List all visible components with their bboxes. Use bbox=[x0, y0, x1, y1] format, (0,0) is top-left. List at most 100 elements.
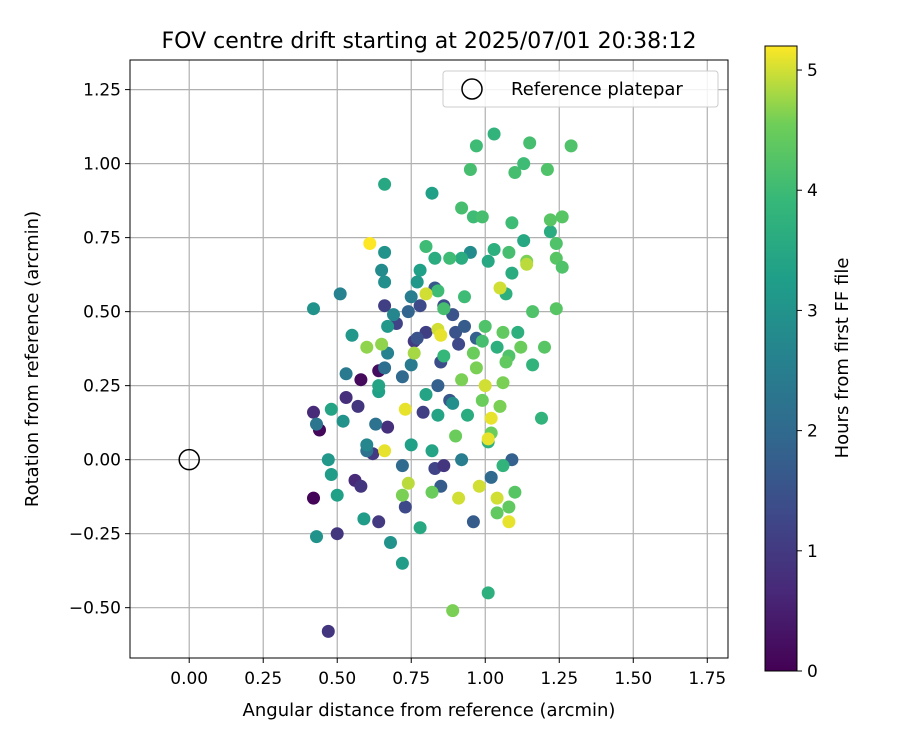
data-point bbox=[466, 515, 480, 529]
plot-frame bbox=[129, 59, 729, 659]
data-point bbox=[493, 281, 507, 295]
data-point bbox=[443, 251, 457, 265]
data-point bbox=[401, 476, 415, 490]
data-point bbox=[517, 157, 531, 171]
data-point bbox=[398, 402, 412, 416]
data-point bbox=[437, 349, 451, 363]
data-point bbox=[425, 444, 439, 458]
data-point bbox=[475, 334, 489, 348]
colorbar-tick-label: 5 bbox=[807, 61, 818, 81]
data-point bbox=[490, 506, 504, 520]
x-tick-label: 1.25 bbox=[540, 669, 578, 689]
data-point bbox=[455, 201, 469, 215]
data-point bbox=[463, 163, 477, 176]
data-point bbox=[398, 500, 412, 514]
colorbar-ticks: 0 1 2 3 4 5 bbox=[797, 61, 818, 682]
x-tick-label: 0.00 bbox=[170, 669, 208, 689]
data-point bbox=[478, 319, 492, 333]
data-point bbox=[354, 373, 368, 387]
x-tick-label: 1.75 bbox=[688, 669, 726, 689]
data-point bbox=[555, 260, 569, 274]
data-point bbox=[375, 263, 389, 277]
data-point bbox=[461, 408, 474, 422]
data-point bbox=[505, 216, 519, 230]
data-point bbox=[330, 488, 344, 502]
y-axis-ticks: −0.50 −0.25 0.00 0.25 0.50 0.75 1.00 1.25 bbox=[69, 81, 130, 619]
data-point bbox=[395, 459, 409, 473]
legend-box bbox=[442, 70, 719, 108]
y-tick-label: 1.25 bbox=[83, 81, 121, 101]
data-point bbox=[413, 521, 427, 535]
data-point bbox=[310, 530, 323, 544]
data-point bbox=[307, 491, 320, 505]
data-point bbox=[526, 305, 540, 319]
legend-marker bbox=[461, 78, 483, 100]
data-point bbox=[472, 479, 486, 493]
data-point bbox=[523, 136, 537, 150]
data-point bbox=[419, 388, 433, 401]
data-point bbox=[449, 429, 463, 443]
y-tick-label: 0.75 bbox=[83, 229, 121, 249]
data-point bbox=[496, 459, 510, 473]
data-point bbox=[395, 370, 409, 384]
data-point bbox=[431, 284, 445, 298]
data-point bbox=[431, 408, 445, 422]
data-point bbox=[431, 379, 445, 393]
data-point bbox=[378, 177, 392, 191]
data-point bbox=[369, 417, 383, 431]
data-point bbox=[375, 337, 389, 351]
data-point bbox=[384, 536, 397, 549]
data-point bbox=[425, 485, 439, 499]
data-point bbox=[428, 251, 442, 265]
y-axis-label: Rotation from reference (arcmin) bbox=[22, 211, 43, 507]
data-point bbox=[381, 319, 395, 333]
data-point bbox=[387, 308, 400, 322]
data-point bbox=[425, 186, 439, 200]
data-point bbox=[508, 166, 522, 179]
data-point bbox=[339, 391, 353, 404]
data-point bbox=[475, 393, 489, 407]
data-point bbox=[481, 432, 495, 446]
data-point bbox=[324, 468, 338, 481]
data-point bbox=[458, 290, 471, 304]
data-point bbox=[336, 414, 350, 428]
data-point bbox=[549, 302, 563, 316]
data-point bbox=[339, 367, 353, 381]
data-point bbox=[540, 163, 554, 176]
data-point bbox=[502, 500, 516, 514]
colorbar-tick-label: 4 bbox=[807, 181, 818, 201]
data-point bbox=[437, 459, 451, 473]
data-point bbox=[410, 331, 424, 345]
legend-label: Reference platepar bbox=[511, 79, 683, 100]
plot-area bbox=[130, 60, 728, 658]
data-point bbox=[307, 302, 320, 316]
data-point bbox=[437, 302, 451, 316]
data-point bbox=[404, 290, 418, 304]
data-point bbox=[446, 396, 460, 410]
data-point bbox=[505, 266, 519, 280]
data-point bbox=[511, 325, 525, 339]
data-point bbox=[330, 527, 344, 541]
legend: Reference platepar bbox=[442, 70, 719, 108]
data-point bbox=[487, 127, 501, 141]
data-point bbox=[499, 355, 513, 369]
data-point bbox=[526, 358, 540, 372]
data-point bbox=[378, 444, 392, 458]
data-point bbox=[321, 453, 335, 467]
x-tick-label: 0.50 bbox=[318, 669, 356, 689]
data-point bbox=[490, 491, 504, 505]
data-point bbox=[481, 254, 495, 268]
data-point bbox=[484, 470, 498, 484]
data-point bbox=[496, 376, 510, 390]
data-point bbox=[490, 340, 504, 354]
x-tick-label: 0.25 bbox=[244, 669, 282, 689]
data-point bbox=[401, 305, 415, 319]
chart-title: FOV centre drift starting at 2025/07/01 … bbox=[162, 29, 697, 54]
colorbar: 0 1 2 3 4 5 Hours from first FF file bbox=[764, 45, 853, 682]
data-point bbox=[434, 328, 448, 342]
data-point bbox=[416, 405, 430, 419]
data-point bbox=[419, 287, 433, 301]
data-point bbox=[354, 479, 368, 493]
data-point bbox=[469, 361, 483, 375]
